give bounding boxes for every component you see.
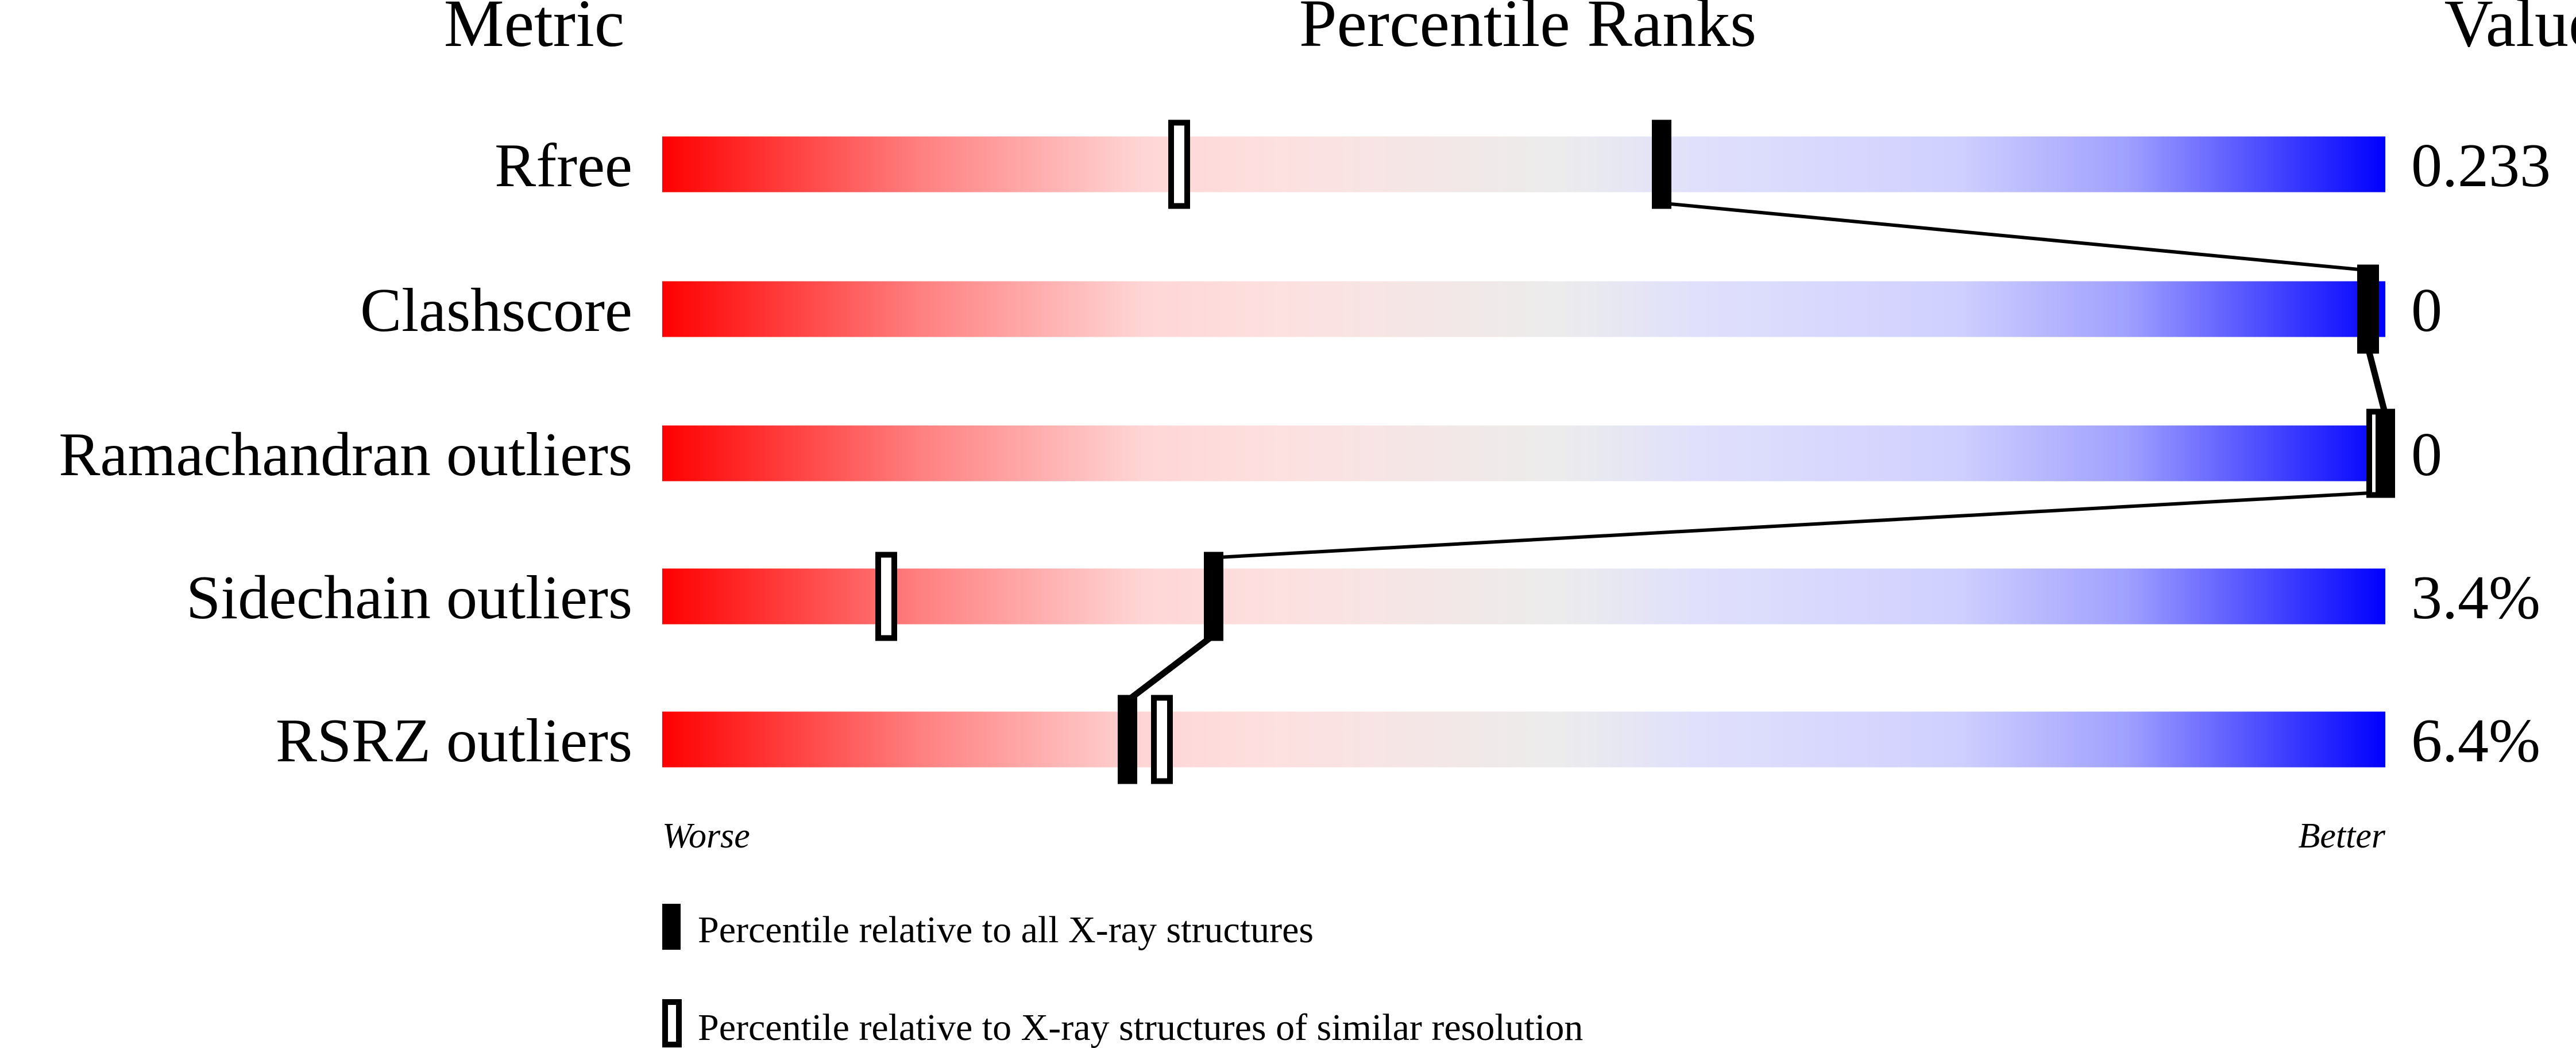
legend-similar-label: Percentile relative to X-ray structures … xyxy=(698,1007,1583,1048)
value-header: Value xyxy=(2444,0,2576,61)
percentile-bar xyxy=(662,136,2385,192)
connector-line xyxy=(2365,347,2389,415)
similar-resolution-marker xyxy=(1168,120,1190,209)
all-structures-marker xyxy=(2358,264,2378,354)
legend-filled-marker-icon xyxy=(662,904,681,950)
percentile-bar xyxy=(662,568,2385,625)
metric-value: 0 xyxy=(2411,276,2442,345)
metric-label: Rfree xyxy=(495,132,632,200)
all-structures-marker xyxy=(1204,552,1223,641)
worse-label: Worse xyxy=(662,816,750,856)
percentile-bar xyxy=(662,711,2385,768)
all-structures-marker xyxy=(1118,695,1137,784)
metric-label: Ramachandran outliers xyxy=(59,421,632,489)
metric-value: 0 xyxy=(2411,421,2442,489)
metric-label: Sidechain outliers xyxy=(186,564,632,632)
metric-value: 3.4% xyxy=(2411,564,2540,632)
metric-value: 6.4% xyxy=(2411,707,2540,775)
metric-header: Metric xyxy=(444,0,625,61)
connector-line xyxy=(1213,490,2386,560)
legend-all-label: Percentile relative to all X-ray structu… xyxy=(698,909,1314,951)
all-structures-marker xyxy=(1652,120,1671,209)
metric-label: Clashscore xyxy=(360,276,632,345)
similar-resolution-marker xyxy=(875,552,897,641)
connector-line xyxy=(1125,633,1216,703)
percentile-bar xyxy=(662,425,2385,481)
better-label: Better xyxy=(2299,816,2386,856)
all-structures-marker xyxy=(2376,409,2395,498)
similar-resolution-marker xyxy=(1151,695,1173,784)
legend-outline-marker-icon xyxy=(662,999,682,1047)
connector-line xyxy=(1661,201,2369,272)
percentile-bar xyxy=(662,281,2385,337)
percentile-ranks-header: Percentile Ranks xyxy=(1299,0,1756,61)
metric-label: RSRZ outliers xyxy=(276,707,632,775)
metric-value: 0.233 xyxy=(2411,132,2551,200)
